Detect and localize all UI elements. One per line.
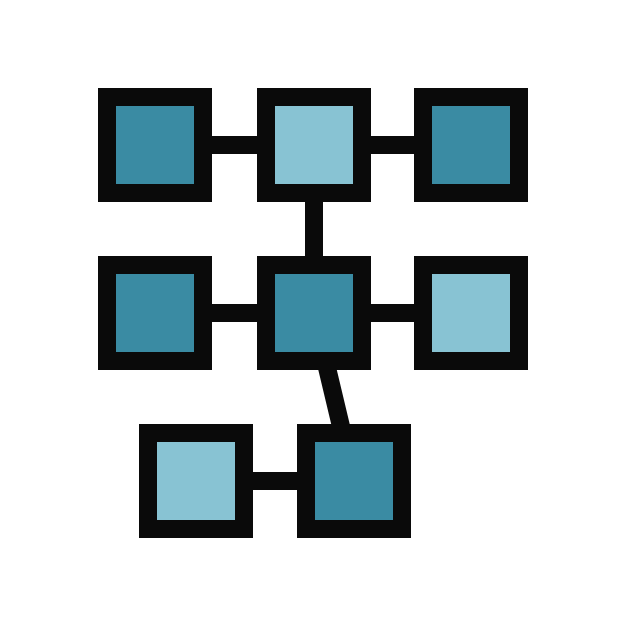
node-r1c2 — [423, 265, 519, 361]
nodes-layer — [107, 97, 519, 529]
node-r0c2 — [423, 97, 519, 193]
grid-network-diagram — [0, 0, 626, 626]
node-r0c0 — [107, 97, 203, 193]
node-r0c1 — [266, 97, 362, 193]
node-r2c0 — [148, 433, 244, 529]
node-r1c1 — [266, 265, 362, 361]
node-r2c1 — [306, 433, 402, 529]
node-r1c0 — [107, 265, 203, 361]
